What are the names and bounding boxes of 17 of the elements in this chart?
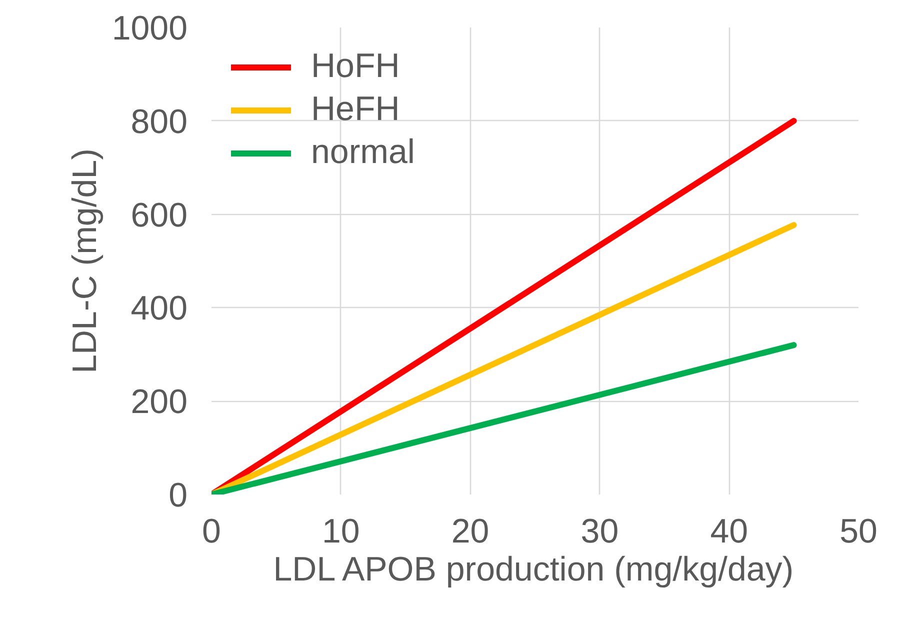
x-tick-label: 0 [202,512,221,550]
legend-label: HoFH [311,47,400,86]
y-tick-label: 600 [130,196,188,234]
y-tick-label: 800 [130,102,188,141]
x-tick-label: 50 [840,512,878,550]
y-axis-title: LDL-C (mg/dL) [66,148,104,374]
y-tick-label: 400 [130,290,188,328]
y-tick-label: 200 [130,383,188,422]
y-tick-label: 1000 [112,10,188,48]
x-tick-label: 40 [710,512,748,550]
legend-label: HeFH [311,90,400,129]
x-axis-title: LDL APOB production (mg/kg/day) [273,550,794,588]
y-tick-label: 0 [168,476,188,514]
x-tick-label: 30 [580,512,619,550]
x-tick-label: 10 [322,512,360,550]
x-tick-label: 20 [451,512,490,550]
legend-label: normal [311,133,415,172]
